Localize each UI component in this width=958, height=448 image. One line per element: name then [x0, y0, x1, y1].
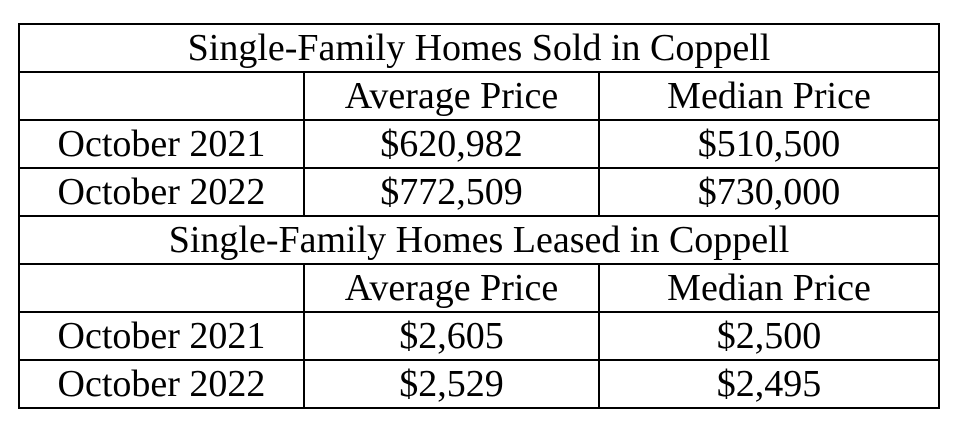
table-row: October 2021 $620,982 $510,500: [18, 119, 941, 169]
price-table: Single-Family Homes Sold in Coppell Aver…: [17, 23, 941, 409]
row-label: October 2021: [18, 311, 305, 361]
average-price-cell: $620,982: [303, 119, 600, 169]
median-price-header: Median Price: [597, 263, 941, 313]
average-price-cell: $2,529: [303, 359, 600, 409]
median-price-cell: $510,500: [597, 119, 941, 169]
average-price-cell: $772,509: [303, 167, 600, 217]
header-empty-cell: [18, 263, 305, 313]
table-row: October 2022 $2,529 $2,495: [18, 359, 941, 409]
table-row: October 2022 $772,509 $730,000: [18, 167, 941, 217]
median-price-cell: $730,000: [597, 167, 941, 217]
row-label: October 2022: [18, 359, 305, 409]
row-label: October 2022: [18, 167, 305, 217]
section-title-row: Single-Family Homes Leased in Coppell: [17, 215, 941, 265]
leased-section-title: Single-Family Homes Leased in Coppell: [17, 215, 941, 265]
sold-section-title: Single-Family Homes Sold in Coppell: [17, 23, 941, 73]
header-empty-cell: [18, 71, 305, 121]
median-price-cell: $2,495: [597, 359, 941, 409]
header-row: Average Price Median Price: [18, 71, 941, 121]
median-price-header: Median Price: [597, 71, 941, 121]
row-label: October 2021: [18, 119, 305, 169]
average-price-header: Average Price: [303, 263, 600, 313]
average-price-header: Average Price: [303, 71, 600, 121]
header-row: Average Price Median Price: [18, 263, 941, 313]
section-title-row: Single-Family Homes Sold in Coppell: [17, 23, 941, 73]
average-price-cell: $2,605: [303, 311, 600, 361]
median-price-cell: $2,500: [597, 311, 941, 361]
table-row: October 2021 $2,605 $2,500: [18, 311, 941, 361]
